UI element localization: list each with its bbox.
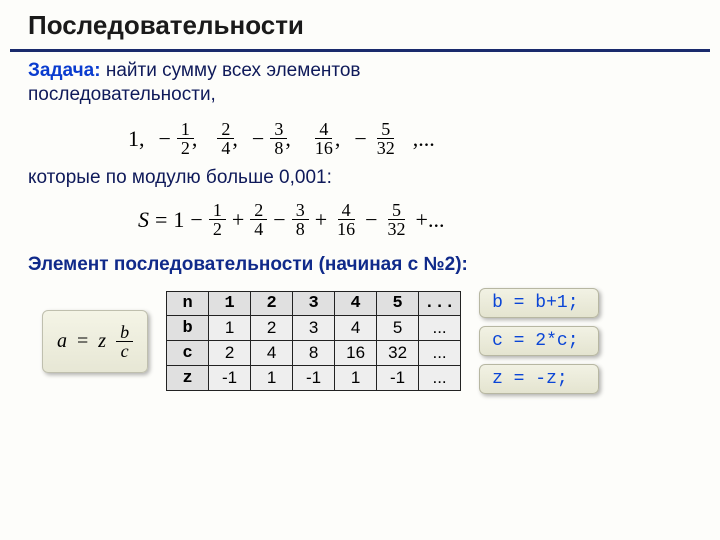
- code-chip-z: z = -z;: [479, 364, 599, 394]
- table-cell: 2: [251, 316, 293, 341]
- seq-term: − 3 8 ,: [252, 120, 291, 157]
- op: +: [232, 207, 244, 233]
- row-label: z: [167, 366, 209, 391]
- comma: ,: [335, 126, 341, 152]
- sum-first: 1: [173, 207, 184, 233]
- table-header: 5: [377, 292, 419, 316]
- seq-term: − 5 32: [354, 120, 398, 157]
- table-cell: 4: [335, 316, 377, 341]
- fraction: 5 32: [384, 201, 410, 238]
- table-cell: 2: [209, 341, 251, 366]
- table-header: 1: [209, 292, 251, 316]
- sum-trail: +...: [416, 207, 445, 233]
- table-header: 2: [251, 292, 293, 316]
- seq-term: 4 16 ,: [305, 120, 341, 157]
- table-cell: 3: [293, 316, 335, 341]
- table-header: ...: [419, 292, 461, 316]
- code-chip-b: b = b+1;: [479, 288, 599, 318]
- op: −: [190, 207, 202, 233]
- minus-sign: −: [252, 126, 264, 152]
- table-cell: -1: [209, 366, 251, 391]
- sum-display: S = 1 − 1 2 + 2 4 − 3 8 + 4 16 − 5 32 +.…: [138, 201, 692, 238]
- table-cell: 4: [251, 341, 293, 366]
- fraction: 4 16: [333, 201, 359, 238]
- sequence-table: n 1 2 3 4 5 ... b 1 2 3 4 5 ... c 2 4: [166, 291, 461, 391]
- table-cell: -1: [293, 366, 335, 391]
- frac-num: 4: [315, 120, 332, 139]
- frac-den: 2: [209, 220, 226, 238]
- formula-fraction: b c: [116, 323, 133, 360]
- fraction: 2 4: [250, 201, 267, 238]
- table-cell: 5: [377, 316, 419, 341]
- bottom-row: a = z b c n 1 2 3 4 5 ... b 1 2 3: [28, 288, 692, 394]
- row-label: c: [167, 341, 209, 366]
- row-label: b: [167, 316, 209, 341]
- table-cell: ...: [419, 341, 461, 366]
- seq-lead: 1,: [128, 126, 145, 152]
- table-cell: 8: [293, 341, 335, 366]
- frac-num: 3: [292, 201, 309, 220]
- table-cell: 32: [377, 341, 419, 366]
- table-header: 4: [335, 292, 377, 316]
- title-rule: [10, 49, 710, 52]
- op: −: [365, 207, 377, 233]
- seq-term: − 1 2 ,: [159, 120, 198, 157]
- fraction: 3 8: [292, 201, 309, 238]
- formula-eq: =: [77, 330, 88, 353]
- frac-den: 8: [292, 220, 309, 238]
- task-line-2: последовательности,: [28, 84, 692, 106]
- element-heading: Элемент последовательности (начиная с №2…: [28, 254, 692, 276]
- frac-den: 16: [333, 220, 359, 238]
- minus-sign: −: [354, 126, 366, 152]
- formula-card: a = z b c: [42, 310, 148, 373]
- table-cell: 16: [335, 341, 377, 366]
- table-cell: 1: [209, 316, 251, 341]
- task-line-1: Задача: найти сумму всех элементов: [28, 60, 692, 82]
- frac-num: 2: [250, 201, 267, 220]
- table-header: 3: [293, 292, 335, 316]
- formula-a: a: [57, 330, 67, 353]
- minus-sign: −: [159, 126, 171, 152]
- task-text-1: найти сумму всех элементов: [106, 60, 361, 81]
- frac-num: 5: [388, 201, 405, 220]
- formula-z: z: [98, 330, 106, 353]
- page-title: Последовательности: [28, 10, 692, 41]
- table-header-row: n 1 2 3 4 5 ...: [167, 292, 461, 316]
- comma: ,: [285, 126, 291, 152]
- op: −: [273, 207, 285, 233]
- table-cell: ...: [419, 316, 461, 341]
- op: +: [315, 207, 327, 233]
- frac-num: b: [116, 323, 133, 342]
- frac-den: 4: [250, 220, 267, 238]
- frac-den: c: [117, 342, 133, 360]
- table-cell: -1: [377, 366, 419, 391]
- frac-num: 1: [209, 201, 226, 220]
- task-condition: которые по модулю больше 0,001:: [28, 167, 692, 189]
- frac-den: 32: [384, 220, 410, 238]
- table-cell: ...: [419, 366, 461, 391]
- fraction: 4 16: [311, 120, 337, 157]
- frac-num: 4: [338, 201, 355, 220]
- code-chip-c: c = 2*c;: [479, 326, 599, 356]
- comma: ,: [232, 126, 238, 152]
- sum-symbol: S: [138, 207, 149, 233]
- sequence-display: 1, − 1 2 , 2 4 , − 3 8 , 4: [128, 120, 692, 157]
- frac-num: 5: [377, 120, 394, 139]
- fraction: 5 32: [373, 120, 399, 157]
- table-cell: 1: [335, 366, 377, 391]
- table-header: n: [167, 292, 209, 316]
- comma: ,: [192, 126, 198, 152]
- seq-term: 2 4 ,: [211, 120, 238, 157]
- frac-den: 16: [311, 139, 337, 157]
- frac-den: 32: [373, 139, 399, 157]
- code-chips: b = b+1; c = 2*c; z = -z;: [479, 288, 599, 394]
- table-row: b 1 2 3 4 5 ...: [167, 316, 461, 341]
- equals-sign: =: [155, 207, 167, 233]
- table-row: c 2 4 8 16 32 ...: [167, 341, 461, 366]
- fraction: 1 2: [209, 201, 226, 238]
- table-cell: 1: [251, 366, 293, 391]
- seq-trail: ,...: [413, 126, 435, 152]
- task-label: Задача:: [28, 60, 101, 81]
- table-row: z -1 1 -1 1 -1 ...: [167, 366, 461, 391]
